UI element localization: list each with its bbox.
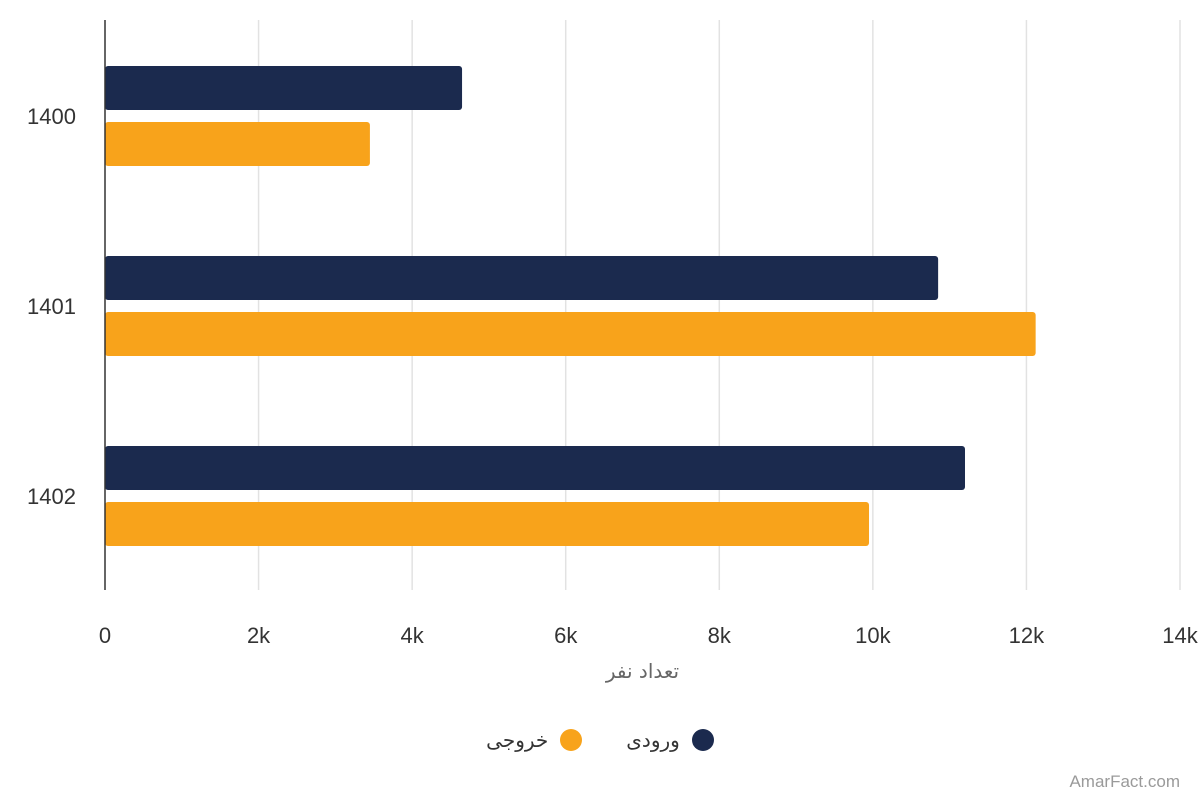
x-tick-label: 8k <box>708 623 732 648</box>
x-axis-title: تعداد نفر <box>605 659 679 683</box>
watermark: AmarFact.com <box>1069 772 1180 791</box>
bar-1402-incoming[interactable] <box>105 446 965 490</box>
bar-1400-incoming[interactable] <box>105 66 463 110</box>
x-tick-label: 14k <box>1162 623 1198 648</box>
x-tick-label: 0 <box>99 623 111 648</box>
x-tick-label: 10k <box>855 623 891 648</box>
bar-1401-incoming[interactable] <box>105 256 939 300</box>
y-tick-label: 1400 <box>27 104 76 129</box>
legend: خروجی ورودی <box>0 722 1200 758</box>
y-axis-tick-labels: 1400 1401 1402 <box>27 104 76 509</box>
legend-item-outgoing[interactable]: خروجی <box>486 728 583 752</box>
y-tick-label: 1401 <box>27 294 76 319</box>
legend-label-outgoing: خروجی <box>486 728 549 752</box>
legend-item-incoming[interactable]: ورودی <box>626 728 714 752</box>
bar-1402-outgoing[interactable] <box>105 502 870 546</box>
x-tick-label: 6k <box>554 623 578 648</box>
x-tick-label: 4k <box>401 623 425 648</box>
bars <box>105 66 1036 546</box>
y-tick-label: 1402 <box>27 484 76 509</box>
legend-marker-incoming <box>691 729 714 751</box>
bar-1400-outgoing[interactable] <box>105 122 370 166</box>
x-tick-label: 12k <box>1009 623 1045 648</box>
bar-1401-outgoing[interactable] <box>105 312 1036 356</box>
gridlines <box>257 20 1181 590</box>
legend-label-incoming: ورودی <box>626 728 680 752</box>
x-tick-label: 2k <box>247 623 271 648</box>
legend-marker-outgoing <box>560 729 583 751</box>
x-axis-tick-labels: 0 2k 4k 6k 8k 10k 12k 14k <box>99 623 1199 648</box>
